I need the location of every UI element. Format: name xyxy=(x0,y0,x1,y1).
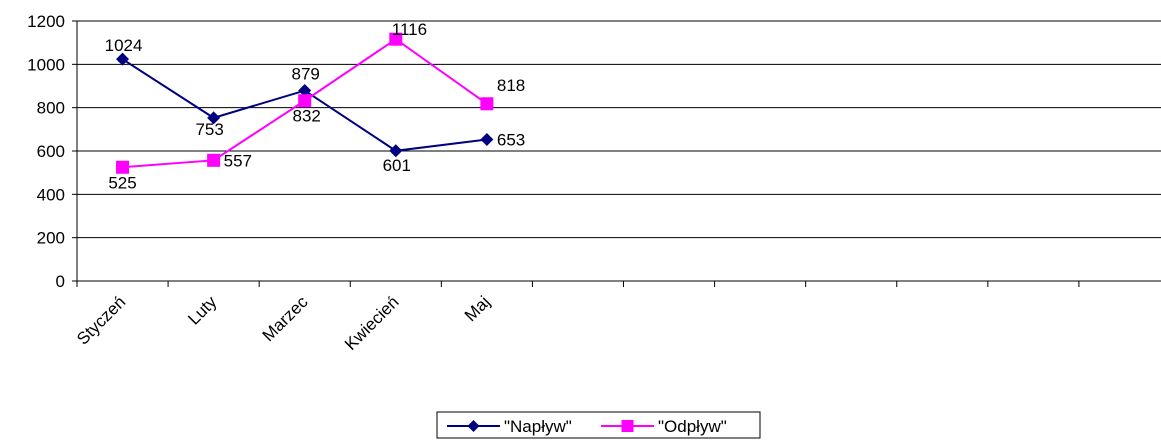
series-1-marker-2 xyxy=(298,94,312,108)
series-0-marker-4 xyxy=(480,133,494,147)
series-0-marker-1 xyxy=(207,111,221,125)
legend-label-napływ: "Napływ" xyxy=(504,417,572,436)
x-axis-tick-labels: Styczeń Luty Marzec Kwiecień Maj xyxy=(73,292,494,354)
series-0-marker-2 xyxy=(298,84,312,98)
data-label-series-0-4: 653 xyxy=(497,131,525,150)
data-label-series-1-0: 525 xyxy=(108,173,136,192)
series-0-marker-3 xyxy=(389,144,403,158)
y-tick-label-1200: 1200 xyxy=(27,12,65,31)
y-tick-label-1000: 1000 xyxy=(27,55,65,74)
x-tick-label-4: Maj xyxy=(461,292,494,325)
data-label-series-1-3: 1116 xyxy=(392,20,427,39)
legend-marker-napływ xyxy=(467,420,480,432)
x-tick-label-1: Luty xyxy=(184,292,221,329)
data-label-series-0-2: 879 xyxy=(292,65,320,84)
y-tick-label-600: 600 xyxy=(37,142,65,161)
data-label-series-0-3: 601 xyxy=(383,156,411,175)
data-labels: 1024 753 879 601 653 525 557 832 1116 818 xyxy=(105,20,526,192)
axes xyxy=(72,20,1161,287)
y-tick-label-400: 400 xyxy=(37,185,65,204)
series-0-marker-0 xyxy=(116,52,130,66)
series-1-marker-1 xyxy=(207,153,221,167)
x-tick-label-0: Styczeń xyxy=(73,292,129,348)
legend-label-odpływ: "Odpływ" xyxy=(658,417,727,436)
data-label-series-1-4: 818 xyxy=(497,76,525,95)
series-1-marker-3 xyxy=(389,32,403,46)
data-label-series-1-1: 557 xyxy=(224,151,252,170)
legend-marker-odpływ xyxy=(621,420,634,432)
series-group xyxy=(116,32,494,174)
y-tick-label-800: 800 xyxy=(37,99,65,118)
data-label-series-0-0: 1024 xyxy=(105,36,143,55)
data-label-series-0-1: 753 xyxy=(195,120,223,139)
x-tick-label-3: Kwiecień xyxy=(341,292,403,354)
legend: "Napływ" "Odpływ" xyxy=(436,411,761,439)
x-tick-label-2: Marzec xyxy=(259,292,312,345)
y-axis-tick-labels: 0 200 400 600 800 1000 1200 xyxy=(27,12,65,291)
series-1-marker-0 xyxy=(116,160,130,174)
series-1-marker-4 xyxy=(480,97,494,111)
data-label-series-1-2: 832 xyxy=(293,107,321,126)
y-tick-label-0: 0 xyxy=(56,272,65,291)
grid-lines xyxy=(77,20,1161,239)
y-tick-label-200: 200 xyxy=(37,229,65,248)
